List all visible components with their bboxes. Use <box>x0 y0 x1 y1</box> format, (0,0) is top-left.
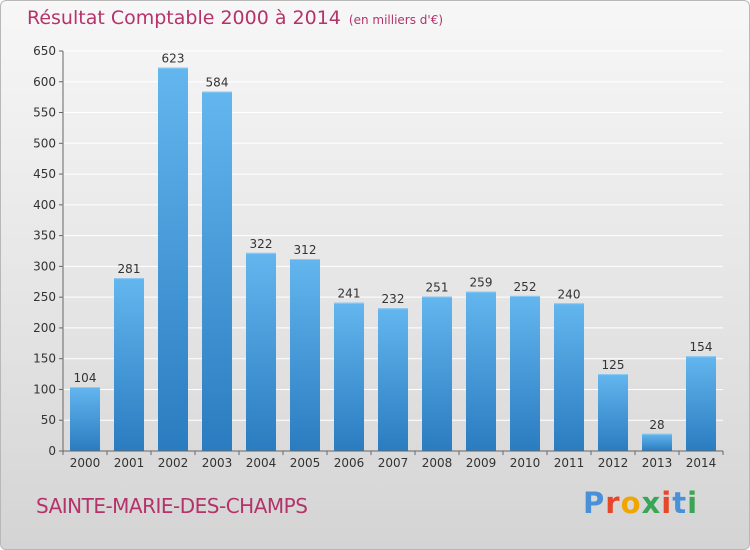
logo-letter: o <box>620 486 642 520</box>
x-tick-label: 2010 <box>510 456 541 470</box>
bar <box>334 302 364 451</box>
logo-letter: x <box>641 486 662 520</box>
axes: 0 50 100 150 200 250 300 350 400 450 500 550 600 650 2… <box>33 44 724 470</box>
bar <box>510 295 540 451</box>
x-tick-label: 2009 <box>466 456 497 470</box>
data-label: 241 <box>338 287 361 301</box>
x-tick-label: 2008 <box>422 456 453 470</box>
x-tick-label: 2012 <box>598 456 629 470</box>
commune-name: SAINTE-MARIE-DES-CHAMPS <box>36 494 308 518</box>
y-tick-label: 200 <box>33 321 56 335</box>
logo-letter: i <box>687 486 699 520</box>
y-tick-label: 500 <box>33 136 56 150</box>
y-tick-label: 600 <box>33 75 56 89</box>
logo-letter: r <box>605 486 621 520</box>
bar <box>642 433 672 451</box>
data-label: 154 <box>690 340 713 354</box>
data-label: 281 <box>118 262 141 276</box>
bar <box>158 67 188 451</box>
y-tick-label: 350 <box>33 229 56 243</box>
data-label: 584 <box>206 76 229 90</box>
bar <box>290 259 320 451</box>
data-label: 251 <box>426 281 449 295</box>
y-tick-label: 150 <box>33 352 56 366</box>
y-tick-label: 100 <box>33 382 56 396</box>
x-tick-label: 2005 <box>290 456 321 470</box>
y-tick-label: 250 <box>33 290 56 304</box>
chart-unit: (en milliers d'€) <box>348 13 444 27</box>
data-label: 259 <box>470 276 493 290</box>
x-tick-label: 2003 <box>202 456 233 470</box>
bar <box>686 356 716 451</box>
y-tick-label: 0 <box>48 444 56 458</box>
bar <box>246 252 276 451</box>
data-label: 240 <box>558 287 581 301</box>
logo-letter: P <box>583 486 606 520</box>
x-tick-label: 2001 <box>114 456 145 470</box>
y-tick-label: 50 <box>41 413 56 427</box>
bar <box>422 296 452 451</box>
data-label: 322 <box>250 237 273 251</box>
data-label: 125 <box>602 358 625 372</box>
bar <box>378 308 408 451</box>
x-tick-label: 2000 <box>70 456 101 470</box>
y-tick-label: 550 <box>33 106 56 120</box>
y-tick-label: 300 <box>33 259 56 273</box>
x-tick-label: 2011 <box>554 456 585 470</box>
y-tick-label: 450 <box>33 167 56 181</box>
data-label: 252 <box>514 280 537 294</box>
x-tick-label: 2007 <box>378 456 409 470</box>
y-tick-label: 650 <box>33 44 56 58</box>
bar <box>202 91 232 451</box>
logo-letter: i <box>661 486 673 520</box>
data-labels: 104 281 623 584 322 312 241 232 251 259 252 240 125 2… <box>74 52 713 432</box>
logo-letter: t <box>672 486 688 520</box>
chart-title: Résultat Comptable 2000 à 2014 (en millie… <box>27 7 443 29</box>
chart-title-text: Résultat Comptable 2000 à 2014 <box>27 7 341 29</box>
data-label: 28 <box>649 418 664 432</box>
y-tick-label: 400 <box>33 198 56 212</box>
x-tick-label: 2002 <box>158 456 189 470</box>
data-label: 232 <box>382 292 405 306</box>
x-tick-label: 2014 <box>686 456 717 470</box>
x-tick-label: 2004 <box>246 456 277 470</box>
data-label: 104 <box>74 371 97 385</box>
x-tick-label: 2006 <box>334 456 365 470</box>
bar <box>466 291 496 451</box>
proxiti-logo: Proxiti <box>583 486 698 520</box>
bar <box>70 387 100 451</box>
data-label: 312 <box>294 243 317 257</box>
bar <box>554 303 584 451</box>
data-label: 623 <box>162 52 185 66</box>
bars <box>70 67 716 451</box>
bar <box>598 374 628 451</box>
bar <box>114 278 144 451</box>
x-tick-label: 2013 <box>642 456 673 470</box>
